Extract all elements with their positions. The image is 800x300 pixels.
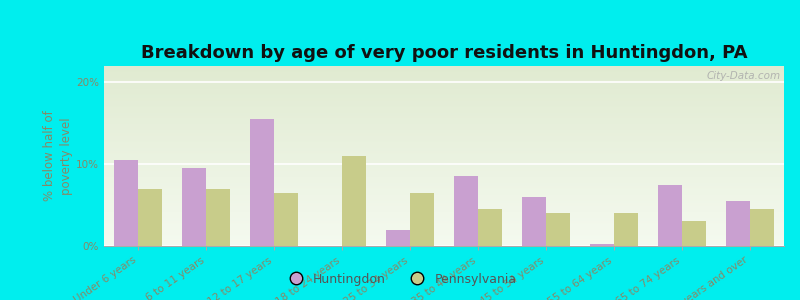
Bar xyxy=(386,230,410,246)
Bar xyxy=(250,119,274,246)
Bar xyxy=(522,197,546,246)
Bar xyxy=(182,168,206,246)
Bar xyxy=(138,189,162,246)
Bar xyxy=(342,156,366,246)
Bar xyxy=(478,209,502,246)
Text: City-Data.com: City-Data.com xyxy=(706,71,781,81)
Bar xyxy=(274,193,298,246)
Bar xyxy=(206,189,230,246)
Bar xyxy=(546,213,570,246)
Bar xyxy=(454,176,478,246)
Bar xyxy=(410,193,434,246)
Bar xyxy=(750,209,774,246)
Bar xyxy=(726,201,750,246)
Bar xyxy=(682,221,706,246)
Bar xyxy=(658,184,682,246)
Bar xyxy=(114,160,138,246)
Bar xyxy=(614,213,638,246)
Bar xyxy=(590,244,614,246)
Title: Breakdown by age of very poor residents in Huntingdon, PA: Breakdown by age of very poor residents … xyxy=(141,44,747,62)
Y-axis label: % below half of
poverty level: % below half of poverty level xyxy=(43,111,74,201)
Legend: Huntingdon, Pennsylvania: Huntingdon, Pennsylvania xyxy=(278,268,522,291)
